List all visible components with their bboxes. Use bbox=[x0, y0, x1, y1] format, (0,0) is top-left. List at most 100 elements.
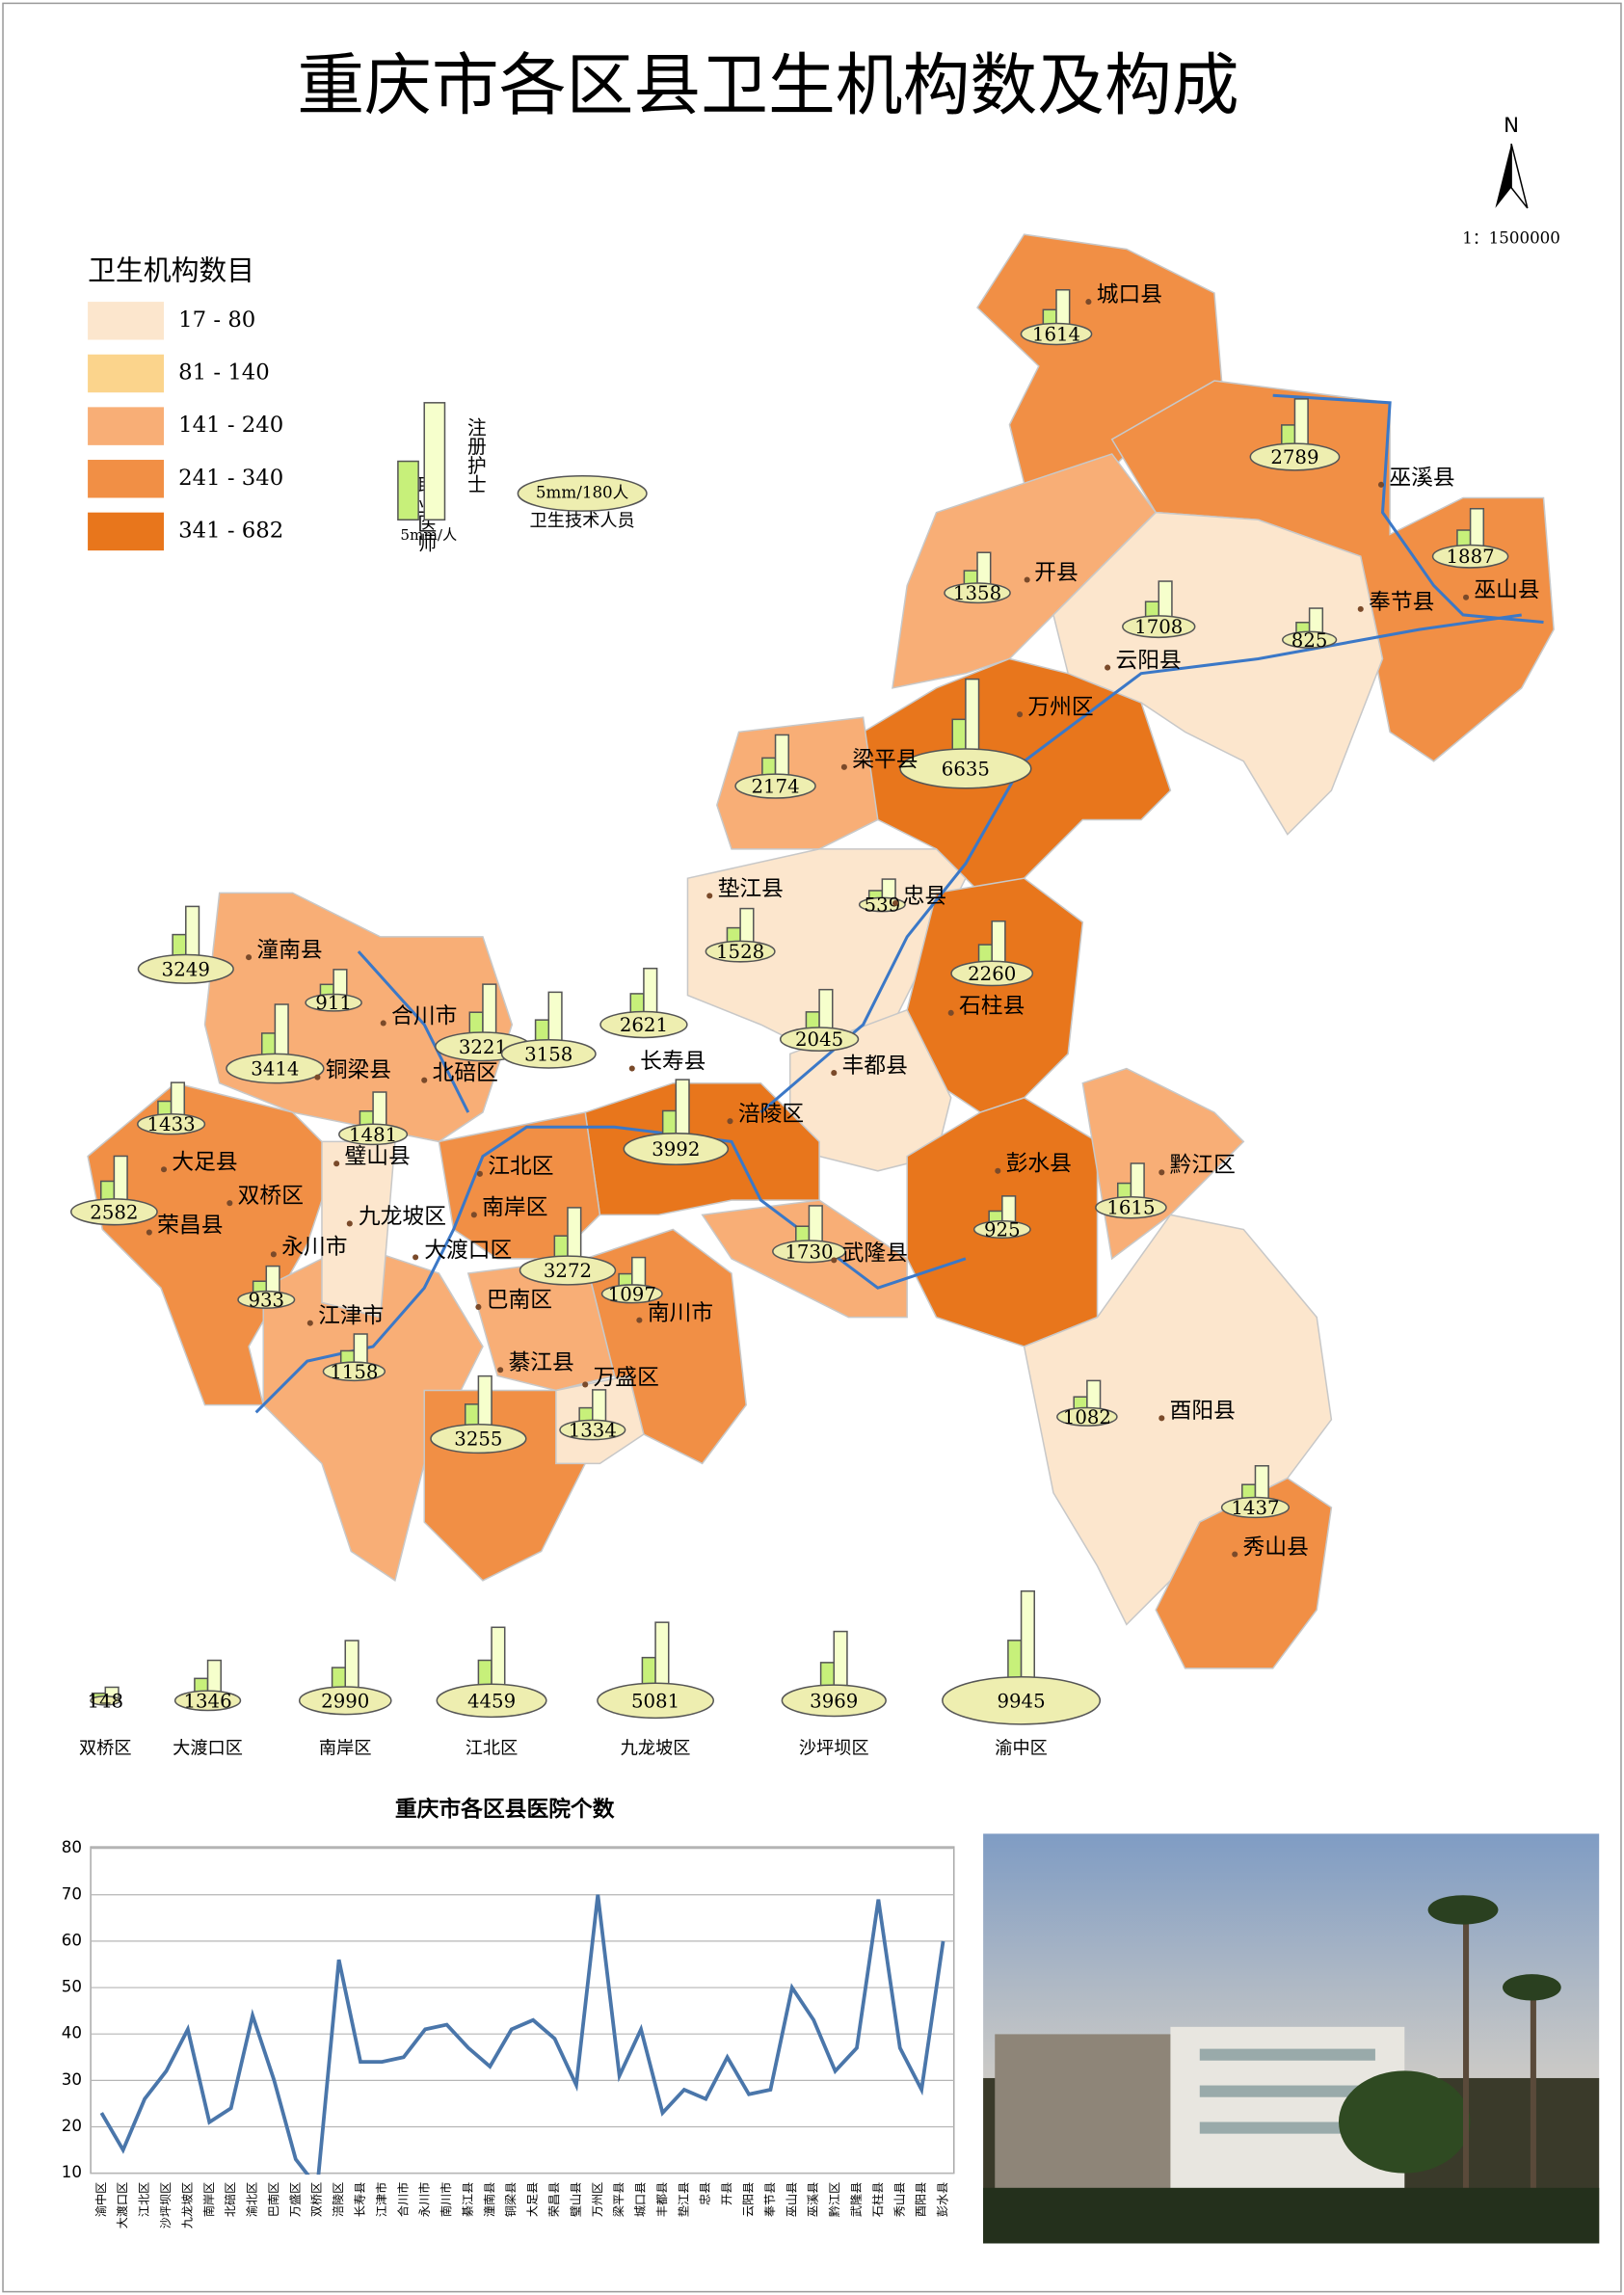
district-name: 巴南区 bbox=[487, 1288, 552, 1313]
seat-dot bbox=[270, 1251, 277, 1258]
seat-dot bbox=[306, 1320, 313, 1326]
district-name: 永川市 bbox=[281, 1235, 347, 1260]
legend-symbol-base bbox=[517, 474, 648, 512]
symbol-value: 1097 bbox=[608, 1283, 656, 1305]
x-tick-label: 双桥区 bbox=[310, 2182, 324, 2217]
legend-swatch bbox=[88, 460, 165, 498]
urban-name: 九龙坡区 bbox=[621, 1738, 691, 1758]
seat-dot bbox=[582, 1381, 589, 1388]
symbol-value: 1158 bbox=[330, 1361, 378, 1383]
legend-symbol-label: 注册护士 bbox=[464, 417, 486, 494]
district-name: 奉节县 bbox=[1369, 590, 1434, 615]
x-tick-label: 垫江县 bbox=[676, 2182, 690, 2217]
photo-building bbox=[995, 2034, 1185, 2196]
symbol-base bbox=[597, 1682, 715, 1720]
y-tick-label: 60 bbox=[62, 1931, 82, 1949]
photo-tree bbox=[1338, 2070, 1471, 2174]
seat-dot bbox=[1357, 605, 1364, 612]
symbol-base bbox=[599, 1010, 688, 1039]
scale: 1：1500000 bbox=[1462, 228, 1560, 247]
x-tick-label: 渝北区 bbox=[245, 2182, 259, 2217]
symbol-value: 2990 bbox=[321, 1690, 369, 1712]
seat-dot bbox=[421, 1077, 428, 1083]
x-tick-label: 江津市 bbox=[374, 2182, 388, 2217]
urban-name: 沙坪坝区 bbox=[799, 1738, 869, 1758]
symbol-base bbox=[519, 1255, 617, 1286]
x-tick-label: 铜梁县 bbox=[503, 2182, 518, 2217]
symbol-value: 1433 bbox=[147, 1113, 196, 1135]
x-tick-label: 武隆县 bbox=[848, 2182, 863, 2217]
district-name: 铜梁县 bbox=[326, 1058, 391, 1083]
symbol-base bbox=[1281, 630, 1338, 649]
symbol-base bbox=[623, 1133, 730, 1165]
urban-name: 南岸区 bbox=[319, 1738, 372, 1758]
urban-name: 渝中区 bbox=[995, 1738, 1048, 1758]
district-name: 江北区 bbox=[488, 1155, 553, 1180]
seat-dot bbox=[1017, 711, 1024, 718]
district-name: 丰都县 bbox=[842, 1054, 908, 1079]
x-tick-label: 巫山县 bbox=[785, 2182, 798, 2217]
seat-dot bbox=[636, 1317, 643, 1323]
chart-title: 重庆市各区县医院个数 bbox=[395, 1797, 615, 1823]
legend-label: 17 - 80 bbox=[178, 307, 255, 333]
district-name: 合川市 bbox=[391, 1003, 457, 1028]
district-name: 秀山县 bbox=[1243, 1534, 1309, 1560]
symbol-base bbox=[950, 960, 1034, 987]
district-name: 开县 bbox=[1034, 560, 1078, 585]
symbol-base bbox=[899, 748, 1032, 789]
symbol-value: 3255 bbox=[454, 1428, 502, 1451]
legend: 卫生机构数目 职业医师 注册护士 5mm/人 5mm/180人 卫生技术人员 bbox=[88, 254, 648, 552]
district-name: 巫溪县 bbox=[1389, 466, 1454, 491]
legend-swatch bbox=[88, 407, 165, 445]
symbol-base bbox=[90, 1695, 121, 1706]
district-name: 忠县 bbox=[903, 884, 947, 909]
district-name: 涪陵区 bbox=[738, 1102, 804, 1127]
symbol-base bbox=[1431, 544, 1509, 569]
symbol-base bbox=[779, 1027, 860, 1053]
district-name: 黔江区 bbox=[1170, 1153, 1236, 1178]
compass: N 1：1500000 bbox=[1462, 114, 1560, 247]
seat-dot bbox=[947, 1009, 954, 1016]
symbol-value: 6635 bbox=[942, 758, 990, 780]
symbol-value: 1346 bbox=[183, 1690, 231, 1712]
region bbox=[1155, 1477, 1333, 1669]
x-tick-label: 大渡口区 bbox=[115, 2182, 129, 2229]
x-tick-label: 合川市 bbox=[395, 2182, 410, 2217]
symbol-value: 1730 bbox=[785, 1241, 833, 1263]
seat-dot bbox=[1377, 481, 1385, 488]
x-tick-label: 沙坪坝区 bbox=[159, 2182, 173, 2229]
symbol-base bbox=[772, 1240, 846, 1264]
x-tick-label: 璧山县 bbox=[568, 2182, 582, 2217]
symbol-base bbox=[173, 1690, 242, 1712]
symbol-value: 9945 bbox=[997, 1690, 1045, 1712]
district-name: 大渡口区 bbox=[424, 1238, 512, 1263]
seat-dot bbox=[1085, 299, 1092, 306]
seat-dot bbox=[892, 899, 899, 907]
x-tick-label: 南川市 bbox=[439, 2182, 453, 2217]
seat-dot bbox=[1232, 1551, 1238, 1558]
symbol-base bbox=[305, 993, 362, 1012]
seat-dot bbox=[475, 1303, 482, 1310]
seat-dot bbox=[628, 1065, 635, 1072]
legend-symbol-bar bbox=[423, 402, 446, 521]
symbol-value: 3249 bbox=[162, 958, 210, 980]
symbol-value: 1708 bbox=[1134, 616, 1183, 638]
district-name: 大足县 bbox=[172, 1150, 237, 1175]
symbol-value: 1082 bbox=[1063, 1406, 1111, 1428]
seat-dot bbox=[314, 1074, 321, 1081]
symbol-base bbox=[1020, 322, 1093, 346]
river bbox=[357, 950, 470, 1113]
symbol-base bbox=[226, 1053, 325, 1084]
district-name: 云阳县 bbox=[1115, 649, 1181, 674]
photo-palm bbox=[1463, 1916, 1470, 2210]
district-name: 石柱县 bbox=[959, 994, 1025, 1019]
legend-swatch bbox=[88, 354, 165, 393]
symbol-value: 5081 bbox=[631, 1690, 679, 1712]
symbol-base bbox=[1220, 1496, 1291, 1519]
symbol-value: 1614 bbox=[1032, 324, 1080, 346]
symbol-base bbox=[705, 940, 776, 963]
district-name: 荣昌县 bbox=[157, 1213, 223, 1238]
symbol-value: 2789 bbox=[1270, 446, 1318, 468]
